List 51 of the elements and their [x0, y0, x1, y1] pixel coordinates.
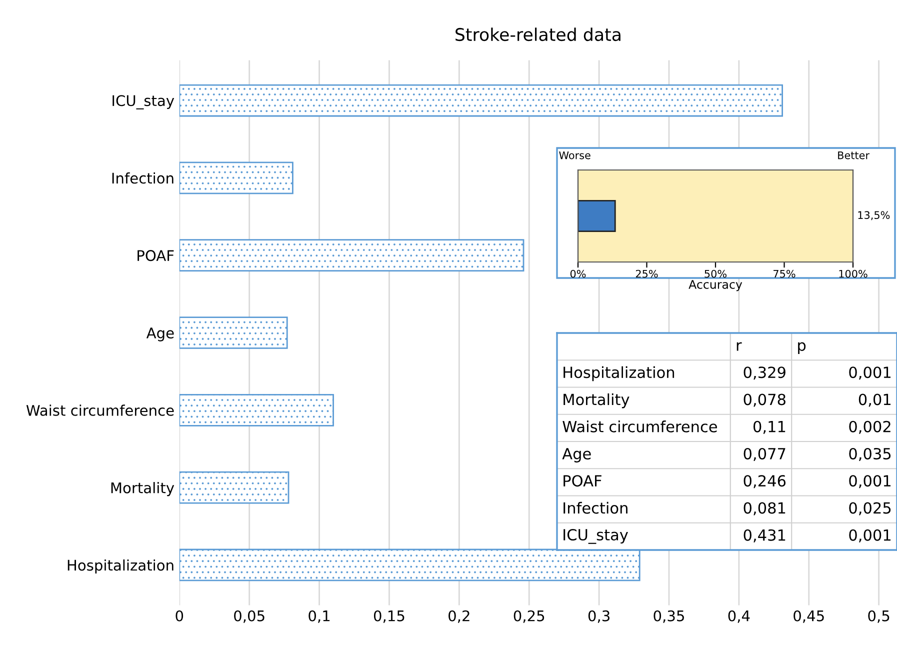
- x-tick-label: 100%: [839, 270, 868, 278]
- x-tick-label: 0: [176, 610, 184, 622]
- x-tick-label: 0,1: [308, 610, 330, 623]
- annotation: 0,329: [744, 366, 786, 380]
- y-tick-label: Mortality: [111, 482, 174, 496]
- annotation: 0,081: [744, 502, 786, 516]
- x-tick-label: 0,05: [234, 610, 264, 623]
- x-tick-label: 0,2: [448, 610, 470, 623]
- x-tick-label: 0%: [570, 270, 586, 278]
- annotation: Better: [838, 151, 870, 160]
- annotation: 0,246: [744, 475, 786, 488]
- category-label: ICU_stay: [564, 528, 628, 544]
- annotation: 0,025: [849, 502, 891, 516]
- annotation: r: [736, 342, 742, 351]
- y-tick-label: Waist circumference: [26, 404, 174, 416]
- x-tick-label: 25%: [636, 270, 658, 278]
- annotation: 0,001: [849, 366, 890, 380]
- category-label: Age: [562, 448, 591, 462]
- chart-title: Stroke-related data: [456, 28, 620, 42]
- x-tick-label: 0,25: [514, 610, 544, 623]
- x-tick-label: 0,35: [654, 610, 684, 623]
- annotation: 0,001: [849, 475, 890, 488]
- x-axis-title: Accuracy: [688, 280, 742, 292]
- annotation: 0,01: [858, 394, 890, 407]
- y-tick-label: ICU_stay: [112, 95, 174, 110]
- x-tick-label: 0,5: [868, 610, 890, 623]
- annotation: 0,431: [744, 529, 786, 542]
- annotation: 0,11: [753, 420, 786, 434]
- y-tick-label: Hospitalization: [68, 559, 174, 574]
- x-tick-label: 50%: [704, 270, 726, 278]
- category-label: Waist circumference: [562, 420, 717, 432]
- x-tick-label: 75%: [774, 270, 796, 278]
- annotation: 0,002: [849, 420, 890, 434]
- annotation: 0,035: [849, 448, 891, 462]
- x-tick-label: 0,45: [794, 610, 824, 623]
- annotation: Worse: [559, 151, 590, 160]
- y-tick-label: Age: [146, 328, 174, 342]
- x-tick-label: 0,4: [728, 610, 750, 623]
- annotation: 0,078: [744, 394, 786, 407]
- y-tick-label: Infection: [112, 172, 174, 184]
- annotation: 0,077: [744, 448, 786, 462]
- x-tick-label: 0,3: [588, 610, 610, 623]
- category-label: Hospitalization: [564, 366, 674, 382]
- category-label: Mortality: [564, 393, 630, 408]
- annotation: 13,5%: [858, 211, 890, 220]
- category-label: Infection: [564, 502, 628, 514]
- annotation: 0,001: [849, 529, 890, 542]
- category-label: POAF: [564, 475, 602, 487]
- y-tick-label: POAF: [138, 250, 174, 262]
- x-tick-label: 0,15: [374, 610, 404, 623]
- annotation: p: [798, 342, 806, 354]
